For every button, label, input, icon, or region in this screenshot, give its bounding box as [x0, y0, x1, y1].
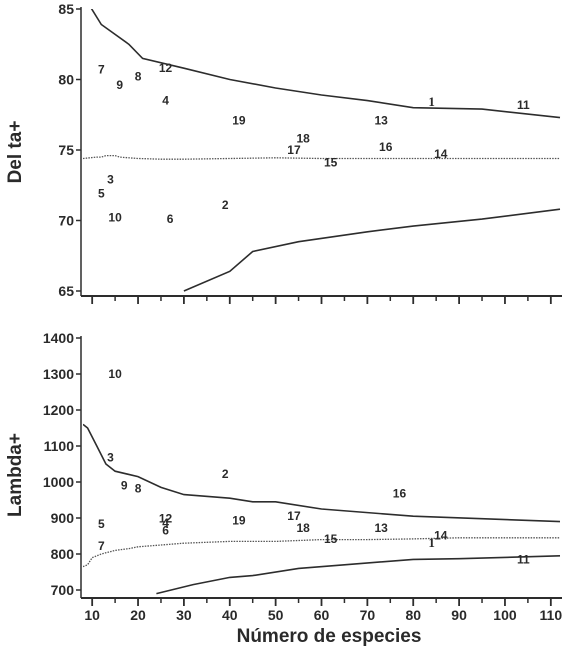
delta-point-label-18: 18: [296, 132, 310, 146]
delta-point-label-12: 12: [159, 61, 173, 75]
lambda-x-tick-label: 10: [84, 607, 100, 623]
lambda-point-label-9: 9: [121, 479, 128, 493]
delta-axis-title: Del ta+: [5, 121, 26, 184]
delta-point-label-9: 9: [116, 78, 123, 92]
lambda-y-tick-label: 1400: [43, 330, 74, 346]
lambda-x-tick-label: 100: [493, 607, 517, 623]
delta-point-label-5: 5: [98, 187, 105, 201]
delta-upper-curve: [90, 9, 561, 119]
lambda-upper-curve: [83, 423, 561, 523]
lambda-point-label-15: 15: [324, 532, 338, 546]
delta-point-label-17: 17: [287, 143, 301, 157]
lambda-lower-curve: [156, 555, 561, 595]
delta-y-tick-label: 75: [58, 142, 74, 158]
delta-point-label-15: 15: [324, 156, 338, 170]
delta-point-label-4: 4: [162, 94, 169, 108]
delta-point-label-14: 14: [434, 147, 448, 161]
lambda-x-tick-label: 60: [314, 607, 330, 623]
lambda-point-label-17: 17: [287, 509, 301, 523]
delta-point-label-16: 16: [379, 140, 393, 154]
lambda-point-label-11: 11: [517, 552, 530, 566]
lambda-x-tick-label: 110: [540, 607, 563, 623]
lambda-y-tick-label: 1200: [43, 402, 74, 418]
delta-point-label-11: 11: [517, 98, 530, 112]
lambda-point-label-2: 2: [222, 467, 229, 481]
lambda-point-label-10: 10: [108, 367, 122, 381]
lambda-point-label-13: 13: [374, 521, 388, 535]
lambda-point-label-6: 6: [162, 524, 169, 538]
lambda-point-label-1: 1: [428, 535, 435, 550]
lambda-point-label-19: 19: [232, 514, 246, 528]
lambda-y-tick-label: 700: [51, 582, 75, 598]
lambda-mean-curve: [83, 537, 560, 568]
delta-point-label-7: 7: [98, 63, 105, 77]
delta-point-label-3: 3: [107, 173, 114, 187]
lambda-y-tick-label: 1000: [43, 474, 74, 490]
lambda-x-tick-label: 40: [222, 607, 238, 623]
lambda-x-tick-label: 20: [130, 607, 146, 623]
lambda-point-label-5: 5: [98, 517, 105, 531]
delta-point-label-8: 8: [135, 70, 142, 84]
lambda-x-tick-label: 30: [176, 607, 192, 623]
delta-y-tick-label: 80: [58, 72, 74, 88]
delta-point-label-10: 10: [108, 211, 122, 225]
delta-mean-curve: [83, 154, 560, 160]
lambda-x-tick-label: 50: [268, 607, 284, 623]
delta-point-label-2: 2: [222, 198, 229, 212]
delta-y-tick-label: 70: [58, 213, 74, 229]
delta-y-tick-label: 65: [58, 283, 74, 299]
delta-point-label-13: 13: [374, 113, 388, 127]
lambda-point-label-12: 12: [159, 512, 173, 526]
lambda-point-label-3: 3: [107, 451, 114, 465]
delta-lower-curve: [183, 208, 561, 292]
lambda-point-label-4: 4: [162, 516, 169, 530]
delta-point-label-1: 1: [428, 94, 435, 109]
lambda-x-tick-label: 90: [451, 607, 467, 623]
lambda-y-tick-label: 900: [51, 510, 75, 526]
lambda-point-label-14: 14: [434, 528, 448, 542]
lambda-point-label-18: 18: [296, 521, 310, 535]
lambda-point-label-16: 16: [393, 487, 407, 501]
lambda-y-tick-label: 1100: [44, 438, 75, 454]
delta-point-label-19: 19: [232, 113, 246, 127]
lambda-point-label-7: 7: [98, 539, 105, 553]
lambda-x-tick-label: 80: [405, 607, 421, 623]
x-axis-title: Número de especies: [237, 626, 422, 647]
delta-point-label-6: 6: [167, 212, 174, 226]
lambda-point-label-8: 8: [135, 481, 142, 495]
delta-y-tick-label: 85: [58, 1, 74, 17]
lambda-axis-title: Lambda+: [5, 433, 26, 517]
lambda-x-tick-label: 70: [360, 607, 376, 623]
lambda-y-tick-label: 800: [51, 546, 75, 562]
lambda-y-tick-label: 1300: [43, 366, 74, 382]
